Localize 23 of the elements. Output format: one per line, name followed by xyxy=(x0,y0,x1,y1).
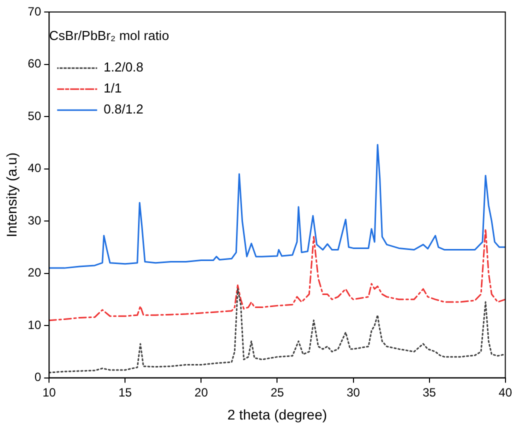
y-tick-label: 50 xyxy=(28,108,42,123)
legend-label: 1/1 xyxy=(104,80,122,96)
legend-label: 0.8/1.2 xyxy=(104,102,144,117)
x-tick-label: 30 xyxy=(346,385,360,400)
y-tick-label: 30 xyxy=(28,213,42,228)
y-tick-label: 10 xyxy=(28,318,42,332)
x-axis-title: 2 theta (degree) xyxy=(227,406,328,422)
y-tick-label: 20 xyxy=(28,266,42,280)
x-tick-label: 25 xyxy=(270,385,284,400)
y-tick-label: 0 xyxy=(34,370,42,384)
y-tick-label: 60 xyxy=(28,56,42,71)
y-tick-label: 70 xyxy=(28,4,42,18)
x-tick-label: 40 xyxy=(498,385,512,400)
x-tick-label: 10 xyxy=(42,385,56,400)
legend-title: CsBr/PbBr₂ mol ratio xyxy=(49,28,170,44)
x-tick-label: 35 xyxy=(422,385,436,400)
y-axis-title: Intensity (a.u) xyxy=(3,152,20,238)
x-tick-label: 15 xyxy=(118,385,132,400)
y-tick-label: 40 xyxy=(28,161,42,176)
line-series xyxy=(49,288,506,374)
line-series xyxy=(49,228,506,322)
legend-label: 1.2/0.8 xyxy=(104,60,144,75)
x-tick-label: 20 xyxy=(194,385,208,400)
